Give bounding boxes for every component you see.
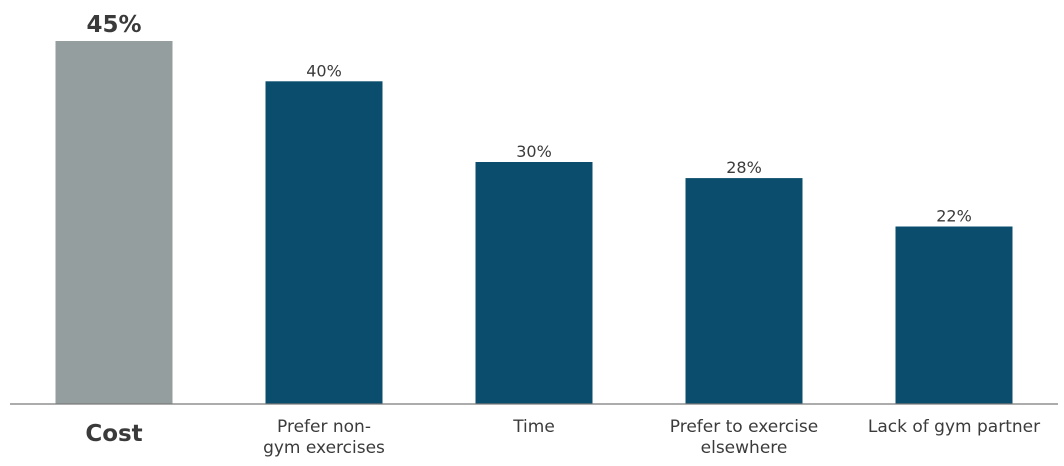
bar-0 [55,41,173,404]
category-label-2: Time [513,417,555,437]
bar-2 [475,162,593,404]
category-label-0: Cost [85,421,143,447]
value-label-2: 30% [516,142,552,161]
value-label-1: 40% [306,61,342,80]
value-label-4: 22% [936,207,972,226]
bar-3 [685,178,803,404]
value-label-3: 28% [726,158,762,177]
category-label-1: Prefer non- gym exercises [263,417,385,458]
category-label-4: Lack of gym partner [867,417,1041,437]
bars-group [55,41,1013,405]
bar-4 [895,226,1013,404]
value-labels-group: 45% 40% 30% 28% 22% [86,12,971,226]
bar-1 [265,81,383,405]
category-label-3: Prefer to exercise elsewhere [669,417,819,458]
value-label-0: 45% [86,12,141,38]
